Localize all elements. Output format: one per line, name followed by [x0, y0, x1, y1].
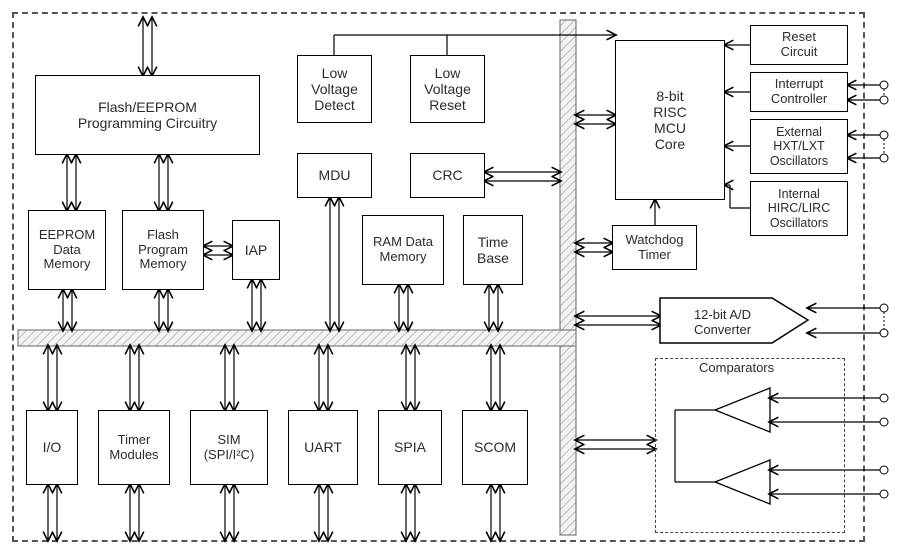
block-sim: SIM(SPI/I²C) — [190, 410, 268, 485]
label: SPIA — [394, 439, 426, 455]
label: SIM(SPI/I²C) — [204, 433, 255, 463]
block-crc: CRC — [410, 153, 485, 198]
block-interrupt-controller: InterruptController — [750, 72, 848, 112]
block-iap: IAP — [232, 220, 280, 280]
block-watchdog-timer: WatchdogTimer — [612, 225, 697, 270]
block-timer-modules: TimerModules — [98, 410, 170, 485]
comparators-group — [655, 358, 845, 533]
block-external-oscillators: ExternalHXT/LXTOscillators — [750, 119, 848, 174]
label: RAM DataMemory — [373, 235, 433, 265]
block-reset-circuit: ResetCircuit — [750, 25, 848, 65]
block-mcu-core: 8-bitRISCMCUCore — [615, 40, 725, 200]
mcu-block-diagram: Flash/EEPROMProgramming Circuitry LowVol… — [0, 0, 900, 554]
block-mdu: MDU — [297, 153, 372, 198]
label: FlashProgramMemory — [138, 228, 188, 273]
label: Flash/EEPROMProgramming Circuitry — [78, 99, 217, 131]
label: WatchdogTimer — [625, 233, 683, 263]
label: 8-bitRISCMCUCore — [653, 88, 686, 152]
label: LowVoltageDetect — [311, 65, 358, 113]
block-scom: SCOM — [462, 410, 528, 485]
label: SCOM — [474, 439, 516, 455]
block-flash-program-memory: FlashProgramMemory — [122, 210, 204, 290]
block-low-voltage-reset: LowVoltageReset — [410, 55, 485, 123]
block-adc: 12-bit A/DConverter — [665, 303, 780, 341]
label: InterruptController — [771, 77, 827, 107]
label: LowVoltageReset — [424, 65, 471, 113]
block-io: I/O — [26, 410, 78, 485]
label: ExternalHXT/LXTOscillators — [770, 125, 828, 168]
block-flash-eeprom-programming: Flash/EEPROMProgramming Circuitry — [35, 75, 260, 155]
label: UART — [304, 439, 342, 455]
block-low-voltage-detect: LowVoltageDetect — [297, 55, 372, 123]
label: CRC — [432, 167, 462, 183]
block-uart: UART — [288, 410, 358, 485]
label: 12-bit A/DConverter — [694, 307, 751, 337]
label: EEPROMDataMemory — [39, 228, 95, 273]
label: ResetCircuit — [781, 30, 818, 60]
label: I/O — [43, 439, 62, 455]
block-ram-data-memory: RAM DataMemory — [362, 215, 444, 285]
label: IAP — [245, 242, 268, 258]
block-internal-oscillators: InternalHIRC/LIRCOscillators — [750, 181, 848, 236]
label: TimerModules — [109, 433, 158, 463]
label: TimeBase — [477, 234, 509, 266]
block-eeprom-data-memory: EEPROMDataMemory — [28, 210, 106, 290]
comparators-label: Comparators — [695, 360, 778, 375]
label: InternalHIRC/LIRCOscillators — [768, 187, 831, 230]
block-spia: SPIA — [378, 410, 442, 485]
block-time-base: TimeBase — [463, 215, 523, 285]
label: MDU — [319, 167, 351, 183]
